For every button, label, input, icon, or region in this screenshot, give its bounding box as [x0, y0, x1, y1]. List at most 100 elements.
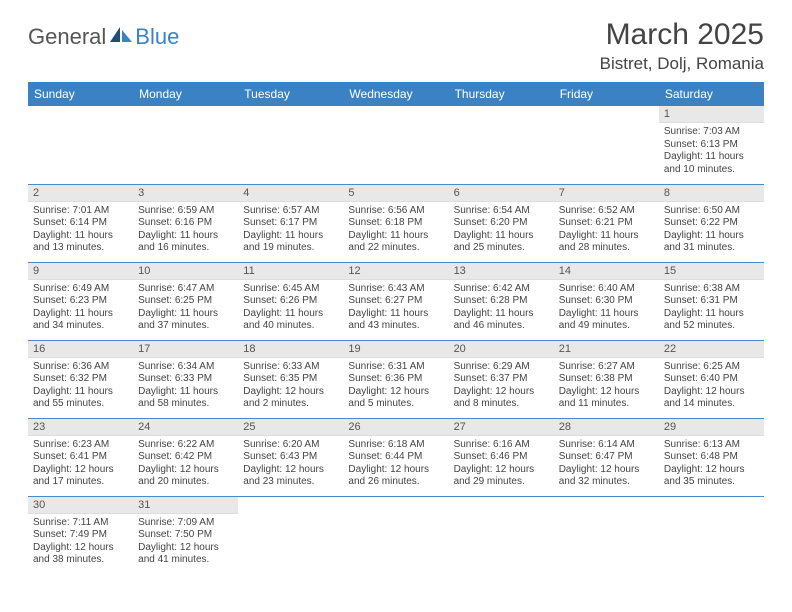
- day-details: Sunrise: 6:52 AMSunset: 6:21 PMDaylight:…: [554, 202, 659, 257]
- day-number: 17: [133, 341, 238, 358]
- sunset-line: Sunset: 6:22 PM: [664, 217, 759, 230]
- daylight-line: Daylight: 12 hours and 26 minutes.: [348, 464, 443, 489]
- day-details: Sunrise: 6:40 AMSunset: 6:30 PMDaylight:…: [554, 280, 659, 335]
- calendar-cell: 30Sunrise: 7:11 AMSunset: 7:49 PMDayligh…: [28, 496, 133, 574]
- daylight-line: Daylight: 12 hours and 41 minutes.: [138, 542, 233, 567]
- sunset-line: Sunset: 6:23 PM: [33, 295, 128, 308]
- day-details: Sunrise: 6:20 AMSunset: 6:43 PMDaylight:…: [238, 436, 343, 491]
- sunset-line: Sunset: 6:30 PM: [559, 295, 654, 308]
- weekday-header: Friday: [554, 82, 659, 106]
- day-number: 6: [449, 185, 554, 202]
- day-details: Sunrise: 6:34 AMSunset: 6:33 PMDaylight:…: [133, 358, 238, 413]
- calendar-cell: 21Sunrise: 6:27 AMSunset: 6:38 PMDayligh…: [554, 340, 659, 418]
- daylight-line: Daylight: 11 hours and 46 minutes.: [454, 308, 549, 333]
- day-details: Sunrise: 6:49 AMSunset: 6:23 PMDaylight:…: [28, 280, 133, 335]
- sunset-line: Sunset: 6:33 PM: [138, 373, 233, 386]
- sunrise-line: Sunrise: 6:33 AM: [243, 361, 338, 374]
- day-number: 19: [343, 341, 448, 358]
- sunset-line: Sunset: 6:28 PM: [454, 295, 549, 308]
- sunrise-line: Sunrise: 6:36 AM: [33, 361, 128, 374]
- daylight-line: Daylight: 12 hours and 17 minutes.: [33, 464, 128, 489]
- sunset-line: Sunset: 6:25 PM: [138, 295, 233, 308]
- sunset-line: Sunset: 6:43 PM: [243, 451, 338, 464]
- sunrise-line: Sunrise: 7:03 AM: [664, 126, 759, 139]
- daylight-line: Daylight: 11 hours and 10 minutes.: [664, 151, 759, 176]
- sunset-line: Sunset: 7:49 PM: [33, 529, 128, 542]
- calendar-cell: 14Sunrise: 6:40 AMSunset: 6:30 PMDayligh…: [554, 262, 659, 340]
- day-number: 30: [28, 497, 133, 514]
- day-number: 3: [133, 185, 238, 202]
- daylight-line: Daylight: 11 hours and 52 minutes.: [664, 308, 759, 333]
- calendar-cell: 9Sunrise: 6:49 AMSunset: 6:23 PMDaylight…: [28, 262, 133, 340]
- day-number: 2: [28, 185, 133, 202]
- day-details: Sunrise: 6:25 AMSunset: 6:40 PMDaylight:…: [659, 358, 764, 413]
- weekday-header: Monday: [133, 82, 238, 106]
- day-number: 1: [659, 106, 764, 123]
- location: Bistret, Dolj, Romania: [600, 54, 764, 74]
- day-number: 4: [238, 185, 343, 202]
- day-details: Sunrise: 7:09 AMSunset: 7:50 PMDaylight:…: [133, 514, 238, 569]
- calendar-cell: 17Sunrise: 6:34 AMSunset: 6:33 PMDayligh…: [133, 340, 238, 418]
- sunrise-line: Sunrise: 6:25 AM: [664, 361, 759, 374]
- sunrise-line: Sunrise: 6:42 AM: [454, 283, 549, 296]
- daylight-line: Daylight: 12 hours and 32 minutes.: [559, 464, 654, 489]
- calendar-cell: 1Sunrise: 7:03 AMSunset: 6:13 PMDaylight…: [659, 106, 764, 184]
- calendar-cell: 3Sunrise: 6:59 AMSunset: 6:16 PMDaylight…: [133, 184, 238, 262]
- header: General Blue March 2025 Bistret, Dolj, R…: [28, 18, 764, 74]
- calendar-cell: [28, 106, 133, 184]
- day-number: 31: [133, 497, 238, 514]
- logo-sail-icon: [108, 24, 134, 50]
- daylight-line: Daylight: 11 hours and 58 minutes.: [138, 386, 233, 411]
- sunset-line: Sunset: 7:50 PM: [138, 529, 233, 542]
- calendar-cell: 22Sunrise: 6:25 AMSunset: 6:40 PMDayligh…: [659, 340, 764, 418]
- weekday-header: Saturday: [659, 82, 764, 106]
- month-title: March 2025: [600, 18, 764, 52]
- calendar-cell: 7Sunrise: 6:52 AMSunset: 6:21 PMDaylight…: [554, 184, 659, 262]
- day-number: 13: [449, 263, 554, 280]
- daylight-line: Daylight: 12 hours and 29 minutes.: [454, 464, 549, 489]
- daylight-line: Daylight: 11 hours and 34 minutes.: [33, 308, 128, 333]
- sunset-line: Sunset: 6:32 PM: [33, 373, 128, 386]
- calendar-cell: 29Sunrise: 6:13 AMSunset: 6:48 PMDayligh…: [659, 418, 764, 496]
- day-details: Sunrise: 6:18 AMSunset: 6:44 PMDaylight:…: [343, 436, 448, 491]
- day-number: 12: [343, 263, 448, 280]
- calendar-cell: [554, 496, 659, 574]
- day-details: Sunrise: 6:29 AMSunset: 6:37 PMDaylight:…: [449, 358, 554, 413]
- calendar-table: SundayMondayTuesdayWednesdayThursdayFrid…: [28, 82, 764, 574]
- calendar-cell: 25Sunrise: 6:20 AMSunset: 6:43 PMDayligh…: [238, 418, 343, 496]
- calendar-row: 9Sunrise: 6:49 AMSunset: 6:23 PMDaylight…: [28, 262, 764, 340]
- day-details: Sunrise: 6:16 AMSunset: 6:46 PMDaylight:…: [449, 436, 554, 491]
- weekday-header: Thursday: [449, 82, 554, 106]
- calendar-cell: [449, 106, 554, 184]
- day-number: 7: [554, 185, 659, 202]
- daylight-line: Daylight: 12 hours and 38 minutes.: [33, 542, 128, 567]
- calendar-row: 30Sunrise: 7:11 AMSunset: 7:49 PMDayligh…: [28, 496, 764, 574]
- sunrise-line: Sunrise: 7:11 AM: [33, 517, 128, 530]
- calendar-cell: 24Sunrise: 6:22 AMSunset: 6:42 PMDayligh…: [133, 418, 238, 496]
- day-details: Sunrise: 7:11 AMSunset: 7:49 PMDaylight:…: [28, 514, 133, 569]
- day-number: 25: [238, 419, 343, 436]
- daylight-line: Daylight: 11 hours and 49 minutes.: [559, 308, 654, 333]
- sunset-line: Sunset: 6:41 PM: [33, 451, 128, 464]
- calendar-cell: 12Sunrise: 6:43 AMSunset: 6:27 PMDayligh…: [343, 262, 448, 340]
- daylight-line: Daylight: 12 hours and 20 minutes.: [138, 464, 233, 489]
- daylight-line: Daylight: 12 hours and 35 minutes.: [664, 464, 759, 489]
- sunrise-line: Sunrise: 6:47 AM: [138, 283, 233, 296]
- sunrise-line: Sunrise: 7:09 AM: [138, 517, 233, 530]
- sunrise-line: Sunrise: 6:23 AM: [33, 439, 128, 452]
- sunset-line: Sunset: 6:46 PM: [454, 451, 549, 464]
- calendar-body: 1Sunrise: 7:03 AMSunset: 6:13 PMDaylight…: [28, 106, 764, 574]
- day-number: 18: [238, 341, 343, 358]
- sunset-line: Sunset: 6:40 PM: [664, 373, 759, 386]
- daylight-line: Daylight: 11 hours and 31 minutes.: [664, 230, 759, 255]
- calendar-cell: 2Sunrise: 7:01 AMSunset: 6:14 PMDaylight…: [28, 184, 133, 262]
- day-details: Sunrise: 6:57 AMSunset: 6:17 PMDaylight:…: [238, 202, 343, 257]
- day-number: 9: [28, 263, 133, 280]
- sunrise-line: Sunrise: 6:56 AM: [348, 205, 443, 218]
- sunrise-line: Sunrise: 6:57 AM: [243, 205, 338, 218]
- day-number: 23: [28, 419, 133, 436]
- sunrise-line: Sunrise: 7:01 AM: [33, 205, 128, 218]
- calendar-cell: 4Sunrise: 6:57 AMSunset: 6:17 PMDaylight…: [238, 184, 343, 262]
- day-number: 15: [659, 263, 764, 280]
- calendar-cell: 6Sunrise: 6:54 AMSunset: 6:20 PMDaylight…: [449, 184, 554, 262]
